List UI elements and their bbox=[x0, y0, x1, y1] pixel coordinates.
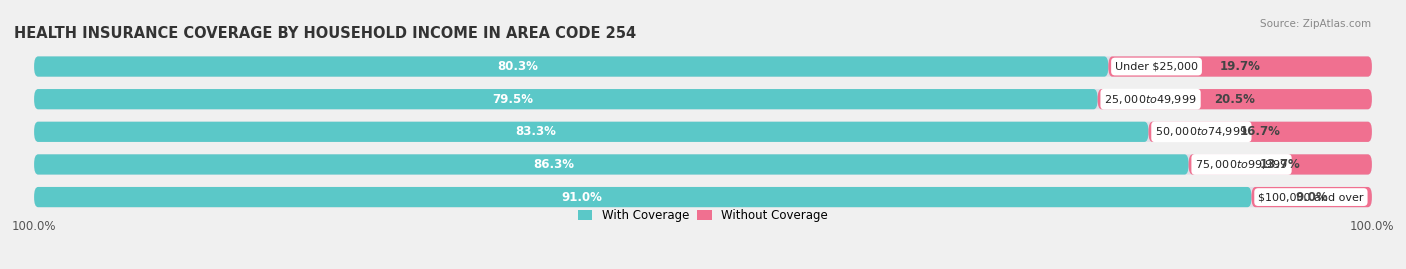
FancyBboxPatch shape bbox=[34, 154, 1372, 175]
Text: 100.0%: 100.0% bbox=[1350, 220, 1395, 233]
FancyBboxPatch shape bbox=[34, 56, 1108, 77]
FancyBboxPatch shape bbox=[34, 187, 1372, 207]
Text: 16.7%: 16.7% bbox=[1240, 125, 1281, 138]
FancyBboxPatch shape bbox=[34, 89, 1098, 109]
Text: 9.0%: 9.0% bbox=[1295, 190, 1329, 204]
FancyBboxPatch shape bbox=[1251, 187, 1372, 207]
Text: $25,000 to $49,999: $25,000 to $49,999 bbox=[1104, 93, 1197, 106]
Text: 79.5%: 79.5% bbox=[492, 93, 533, 106]
Text: 20.5%: 20.5% bbox=[1215, 93, 1256, 106]
FancyBboxPatch shape bbox=[34, 122, 1149, 142]
Text: $50,000 to $74,999: $50,000 to $74,999 bbox=[1156, 125, 1247, 138]
FancyBboxPatch shape bbox=[1149, 122, 1372, 142]
FancyBboxPatch shape bbox=[1098, 89, 1372, 109]
Text: 80.3%: 80.3% bbox=[498, 60, 538, 73]
Text: HEALTH INSURANCE COVERAGE BY HOUSEHOLD INCOME IN AREA CODE 254: HEALTH INSURANCE COVERAGE BY HOUSEHOLD I… bbox=[14, 26, 636, 41]
FancyBboxPatch shape bbox=[34, 122, 1372, 142]
Text: 91.0%: 91.0% bbox=[561, 190, 602, 204]
Text: Source: ZipAtlas.com: Source: ZipAtlas.com bbox=[1260, 19, 1371, 29]
Text: $100,000 and over: $100,000 and over bbox=[1258, 192, 1364, 202]
Text: $75,000 to $99,999: $75,000 to $99,999 bbox=[1195, 158, 1288, 171]
FancyBboxPatch shape bbox=[34, 187, 1251, 207]
Text: 83.3%: 83.3% bbox=[515, 125, 555, 138]
Legend: With Coverage, Without Coverage: With Coverage, Without Coverage bbox=[574, 205, 832, 227]
FancyBboxPatch shape bbox=[34, 154, 1188, 175]
Text: 100.0%: 100.0% bbox=[11, 220, 56, 233]
Text: 13.7%: 13.7% bbox=[1260, 158, 1301, 171]
FancyBboxPatch shape bbox=[1108, 56, 1372, 77]
FancyBboxPatch shape bbox=[34, 56, 1372, 77]
Text: 86.3%: 86.3% bbox=[533, 158, 574, 171]
FancyBboxPatch shape bbox=[34, 89, 1372, 109]
Text: 19.7%: 19.7% bbox=[1219, 60, 1261, 73]
Text: Under $25,000: Under $25,000 bbox=[1115, 62, 1198, 72]
FancyBboxPatch shape bbox=[1188, 154, 1372, 175]
